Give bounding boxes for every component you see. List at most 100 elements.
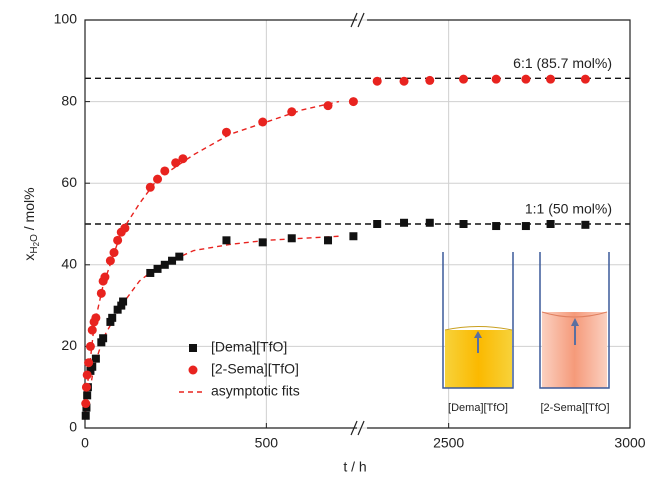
point — [81, 399, 91, 409]
point — [88, 362, 97, 371]
axis-line — [84, 19, 631, 429]
point — [153, 264, 162, 273]
legend-marker — [188, 365, 198, 375]
point — [580, 74, 590, 84]
axis-break — [350, 12, 358, 28]
point — [86, 366, 95, 375]
y-axis-label: xH2O / mol% — [21, 187, 41, 260]
legend: [Dema][TfO] [2-Sema][TfO] asymptotic fits — [179, 339, 300, 399]
point — [491, 74, 501, 84]
point — [459, 220, 468, 228]
x-tick-label: 3000 — [614, 435, 645, 451]
point — [81, 411, 90, 420]
arrow-head — [571, 318, 579, 326]
point — [109, 248, 119, 258]
x-axis-label: t / h — [343, 459, 366, 475]
point — [108, 313, 117, 322]
axis-break — [350, 420, 358, 436]
point — [221, 127, 231, 137]
y-label-part: 2 — [32, 241, 41, 246]
point — [178, 154, 188, 164]
point — [287, 107, 297, 117]
point — [91, 354, 100, 363]
marks — [81, 74, 590, 420]
point — [91, 313, 101, 323]
point — [258, 238, 267, 247]
point — [222, 236, 231, 245]
point — [258, 117, 268, 127]
point — [85, 341, 95, 351]
point — [119, 297, 128, 306]
point — [399, 76, 409, 86]
point — [324, 236, 333, 245]
point — [323, 101, 333, 111]
point — [84, 358, 94, 368]
point — [492, 222, 501, 231]
point — [175, 252, 184, 261]
point — [81, 382, 91, 392]
legend-label: [Dema][TfO] — [211, 339, 287, 355]
point — [99, 334, 108, 343]
y-tick-label: 20 — [61, 337, 77, 353]
axis-break — [357, 12, 365, 28]
beaker — [442, 252, 514, 389]
axis-break — [357, 420, 365, 436]
point — [349, 232, 358, 241]
point — [372, 76, 382, 86]
point — [97, 338, 106, 347]
inset: [Dema][TfO] [2-Sema][TfO] — [442, 252, 610, 414]
legend-label: asymptotic fits — [211, 383, 300, 399]
point — [100, 272, 110, 282]
x-tick-label: 500 — [255, 435, 279, 451]
reference-lines: 6:1 (85.7 mol%) 1:1 (50 mol%) — [85, 55, 630, 225]
y-tick-label: 100 — [54, 11, 78, 27]
point — [153, 174, 163, 184]
beaker — [539, 252, 610, 389]
point — [96, 288, 106, 298]
point — [546, 220, 555, 228]
point — [145, 182, 155, 192]
y-label-part: x — [21, 254, 37, 261]
inset-label: [2-Sema][TfO] — [540, 402, 609, 414]
legend-label: [2-Sema][TfO] — [211, 361, 299, 377]
meniscus — [444, 326, 513, 331]
point — [105, 256, 115, 266]
point — [113, 305, 122, 314]
point — [425, 218, 434, 227]
reference-label: 6:1 (85.7 mol%) — [513, 55, 612, 71]
point — [120, 223, 130, 233]
y-tick-label: 0 — [69, 419, 77, 435]
y-tick-label: 60 — [61, 174, 77, 190]
point — [117, 301, 126, 310]
legend-marker — [189, 344, 197, 352]
y-tick-label: 40 — [61, 256, 77, 272]
point — [83, 391, 92, 400]
point — [521, 74, 531, 84]
point — [373, 220, 382, 228]
point — [581, 220, 590, 229]
y-label-part: O — [29, 234, 40, 242]
meniscus — [541, 311, 608, 318]
point — [146, 268, 155, 277]
point — [113, 235, 123, 245]
point — [521, 222, 530, 231]
point — [287, 234, 296, 243]
axes-frame — [84, 12, 631, 436]
point — [87, 325, 97, 335]
y-label-part: H — [29, 246, 40, 253]
x-tick-label: 2500 — [433, 435, 464, 451]
y-tick-label: 80 — [61, 92, 77, 108]
arrow-head — [474, 331, 482, 338]
point — [106, 317, 115, 326]
point — [160, 260, 169, 269]
point — [168, 256, 177, 265]
point — [459, 74, 469, 84]
point — [546, 74, 556, 84]
reference-label: 1:1 (50 mol%) — [525, 201, 612, 217]
point — [82, 370, 92, 380]
point — [425, 75, 435, 85]
y-label-part: / mol% — [21, 187, 37, 234]
x-tick-label: 0 — [81, 435, 89, 451]
point — [348, 97, 358, 107]
